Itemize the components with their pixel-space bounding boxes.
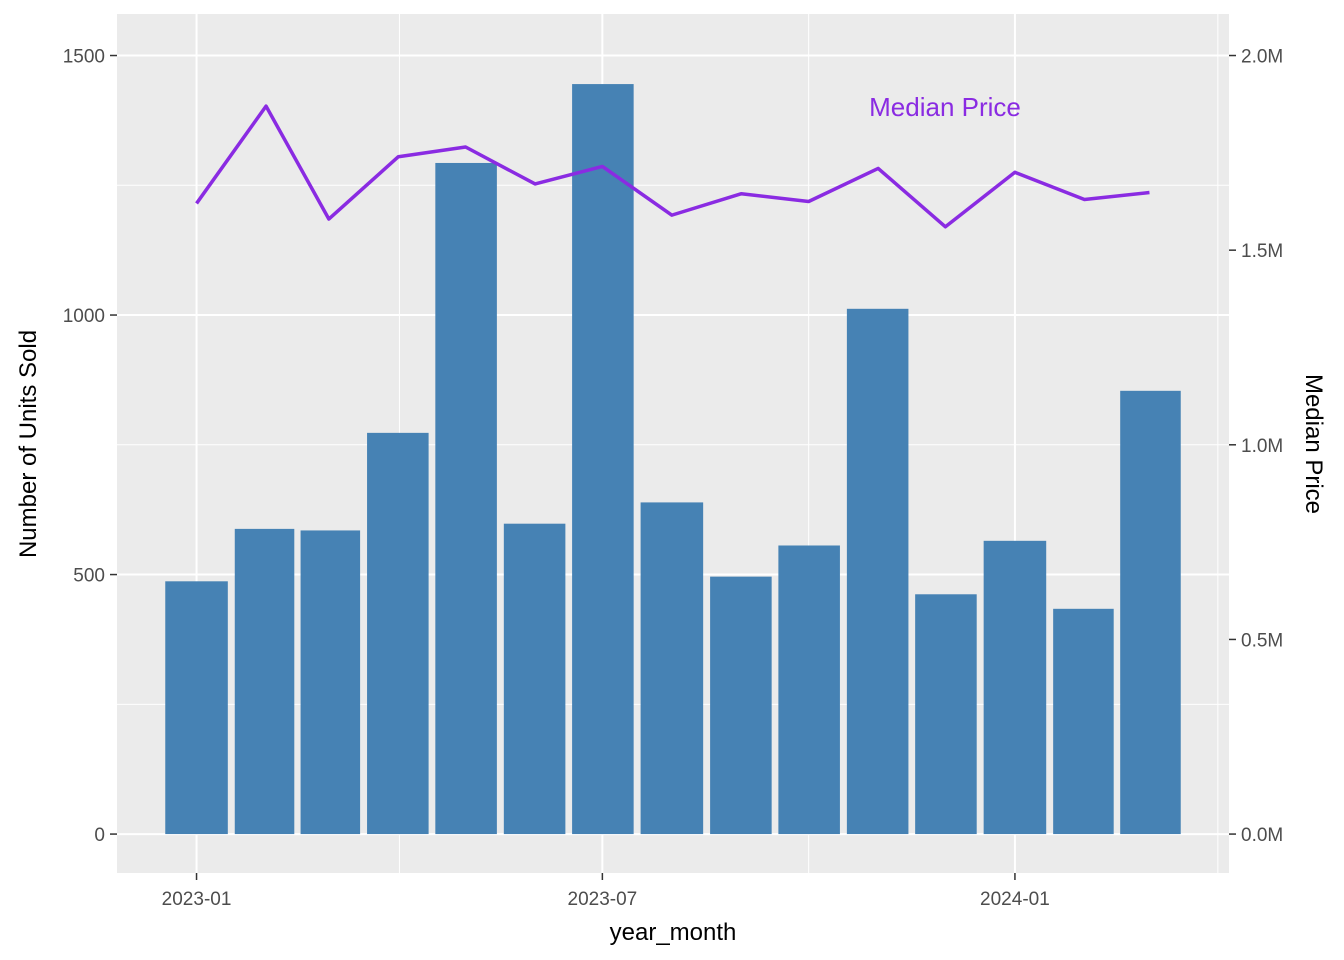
y-axis-title: Number of Units Sold — [15, 330, 42, 558]
x-tick-label: 2023-07 — [568, 889, 638, 910]
bar-2023-12 — [915, 594, 977, 835]
right-tick-label: 2.0M — [1241, 47, 1283, 68]
bar-2023-10 — [778, 545, 840, 835]
right-axis: 0.0M 0.5M 1.0M 1.5M 2.0M — [1229, 47, 1283, 846]
bar-2023-06 — [503, 523, 566, 835]
x-axis: 2023-01 2023-07 2024-01 — [162, 873, 1050, 910]
bar-2024-01 — [983, 540, 1047, 835]
bar-2023-11 — [846, 308, 909, 835]
right-tick-label: 0.5M — [1241, 630, 1283, 651]
y2-axis-title: Median Price — [1300, 374, 1327, 514]
left-axis: 0 500 1000 1500 — [63, 47, 117, 846]
right-tick-label: 1.5M — [1241, 241, 1283, 262]
bar-2023-07 — [572, 84, 634, 835]
bar-2023-09 — [710, 576, 772, 835]
right-tick-label: 0.0M — [1241, 825, 1283, 846]
left-tick-label: 1000 — [63, 306, 105, 327]
x-axis-title: year_month — [610, 919, 737, 946]
bars — [165, 84, 1181, 835]
left-tick-label: 500 — [73, 566, 105, 587]
x-tick-label: 2023-01 — [162, 889, 232, 910]
bar-2023-08 — [640, 502, 704, 835]
bar-2023-02 — [234, 528, 295, 835]
bar-2024-03 — [1120, 390, 1181, 835]
median-price-annotation: Median Price — [869, 92, 1021, 122]
bar-2023-05 — [435, 162, 497, 835]
left-tick-label: 0 — [94, 825, 105, 846]
right-tick-label: 1.0M — [1241, 436, 1283, 457]
bar-2024-02 — [1053, 608, 1114, 835]
median-price-line — [195, 104, 1150, 229]
bar-2023-04 — [367, 432, 429, 835]
bar-2023-03 — [300, 530, 361, 835]
x-tick-label: 2024-01 — [980, 889, 1050, 910]
left-tick-label: 1500 — [63, 47, 105, 68]
bar-2023-01 — [165, 581, 228, 835]
